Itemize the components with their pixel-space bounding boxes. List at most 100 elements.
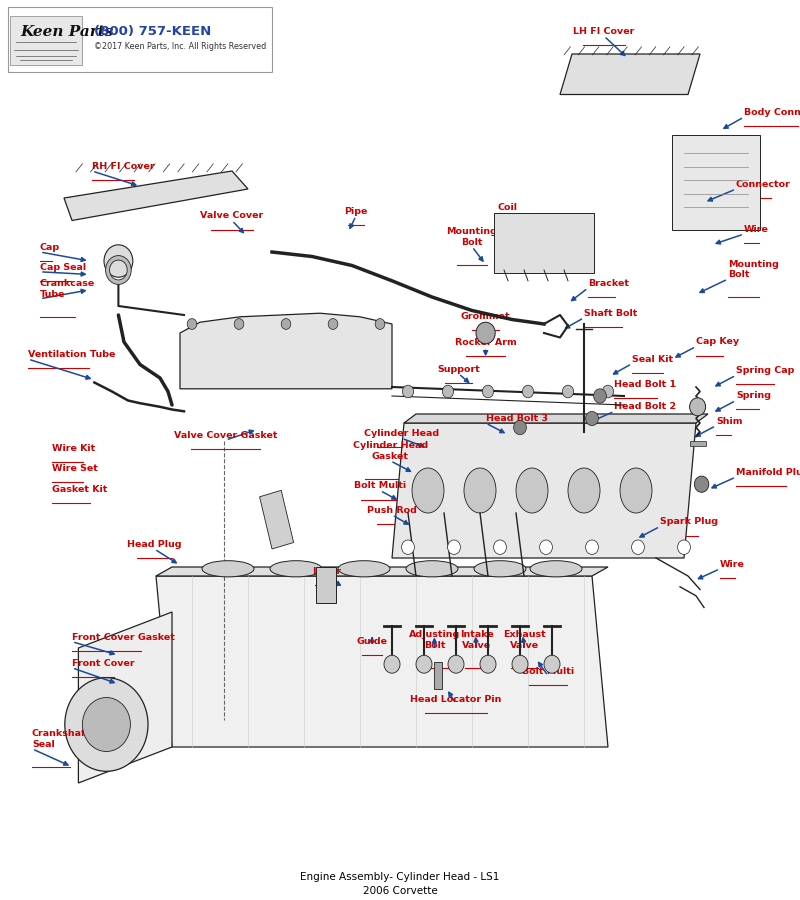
- Circle shape: [65, 678, 148, 771]
- Text: ©2017 Keen Parts, Inc. All Rights Reserved: ©2017 Keen Parts, Inc. All Rights Reserv…: [94, 42, 266, 51]
- Text: Bolt Multi: Bolt Multi: [522, 667, 574, 676]
- Circle shape: [82, 698, 130, 752]
- Ellipse shape: [412, 468, 444, 513]
- Bar: [434, 662, 442, 688]
- Text: Coil: Coil: [498, 202, 518, 211]
- Polygon shape: [560, 54, 700, 94]
- Text: RH FI Cover: RH FI Cover: [92, 162, 154, 171]
- Circle shape: [448, 655, 464, 673]
- Ellipse shape: [270, 561, 322, 577]
- Polygon shape: [64, 171, 248, 220]
- Ellipse shape: [568, 468, 600, 513]
- Text: Valve Cover Gasket: Valve Cover Gasket: [174, 431, 278, 440]
- Text: Adjusting
Bolt: Adjusting Bolt: [409, 630, 460, 650]
- Text: Valve Cover: Valve Cover: [200, 212, 264, 220]
- Polygon shape: [180, 313, 392, 389]
- Text: Head Locator Pin: Head Locator Pin: [410, 695, 502, 704]
- Text: Crankshaft
Seal: Crankshaft Seal: [32, 729, 90, 749]
- Text: Lifter: Lifter: [312, 567, 341, 576]
- Ellipse shape: [338, 561, 390, 577]
- Circle shape: [514, 420, 526, 435]
- Bar: [690, 441, 706, 446]
- Text: Crankcase
Tube: Crankcase Tube: [40, 279, 95, 299]
- Circle shape: [586, 540, 598, 554]
- Text: Cap Key: Cap Key: [696, 338, 739, 346]
- Ellipse shape: [406, 561, 458, 577]
- Circle shape: [494, 540, 506, 554]
- Text: Head Plug: Head Plug: [127, 540, 182, 549]
- Text: Exhaust
Valve: Exhaust Valve: [503, 630, 546, 650]
- Ellipse shape: [474, 561, 526, 577]
- Text: Shaft Bolt: Shaft Bolt: [584, 309, 638, 318]
- Text: Body Connector: Body Connector: [744, 108, 800, 117]
- Text: Bracket: Bracket: [588, 279, 629, 288]
- Circle shape: [282, 319, 291, 329]
- Text: Wire Set: Wire Set: [52, 464, 98, 473]
- Circle shape: [586, 411, 598, 426]
- Text: Intake
Valve: Intake Valve: [460, 630, 494, 650]
- Text: Wire Kit: Wire Kit: [52, 444, 95, 453]
- Circle shape: [442, 385, 454, 398]
- Text: Wire: Wire: [744, 225, 769, 234]
- Circle shape: [694, 476, 709, 492]
- Circle shape: [594, 389, 606, 403]
- Polygon shape: [78, 612, 172, 783]
- Circle shape: [416, 655, 432, 673]
- Circle shape: [480, 655, 496, 673]
- Text: Cap Seal: Cap Seal: [40, 263, 86, 272]
- Circle shape: [602, 385, 614, 398]
- Circle shape: [482, 385, 494, 398]
- Text: Cylinder Head
Gasket: Cylinder Head Gasket: [353, 441, 428, 461]
- Circle shape: [690, 398, 706, 416]
- Bar: [259, 491, 294, 549]
- Text: Cover Bolt: Cover Bolt: [264, 317, 320, 326]
- Text: Ventilation Tube: Ventilation Tube: [28, 350, 115, 359]
- Circle shape: [328, 319, 338, 329]
- Circle shape: [678, 540, 690, 554]
- Text: Head Bolt 2: Head Bolt 2: [614, 402, 677, 411]
- Circle shape: [402, 385, 414, 398]
- Text: Rocker Arm: Rocker Arm: [454, 338, 517, 347]
- Text: Engine Assembly- Cylinder Head - LS1
2006 Corvette: Engine Assembly- Cylinder Head - LS1 200…: [300, 872, 500, 896]
- Text: Wire: Wire: [720, 560, 745, 569]
- Text: Manifold Plug: Manifold Plug: [736, 468, 800, 477]
- Bar: [316, 567, 336, 603]
- Ellipse shape: [620, 468, 652, 513]
- Text: LH FI Cover: LH FI Cover: [574, 27, 634, 36]
- Text: Pipe: Pipe: [344, 207, 368, 216]
- Text: Spring: Spring: [736, 392, 771, 400]
- Polygon shape: [392, 423, 696, 558]
- Text: Head Bolt 1: Head Bolt 1: [614, 380, 677, 389]
- Text: Gasket Kit: Gasket Kit: [52, 485, 107, 494]
- Text: Front Cover Gasket: Front Cover Gasket: [72, 633, 175, 642]
- Ellipse shape: [530, 561, 582, 577]
- Circle shape: [104, 245, 133, 277]
- Text: Support: Support: [437, 364, 480, 373]
- Circle shape: [562, 385, 574, 398]
- Circle shape: [512, 655, 528, 673]
- Text: Spring Cap: Spring Cap: [736, 366, 794, 375]
- Circle shape: [539, 540, 553, 554]
- Text: Shim: Shim: [716, 417, 742, 426]
- Circle shape: [632, 540, 645, 554]
- Text: Seal Kit: Seal Kit: [632, 355, 673, 364]
- Circle shape: [476, 322, 495, 344]
- Text: Connector: Connector: [736, 180, 791, 189]
- FancyBboxPatch shape: [494, 213, 594, 273]
- FancyBboxPatch shape: [10, 16, 82, 65]
- Text: Bolt Multi: Bolt Multi: [354, 482, 406, 490]
- Text: (800) 757-KEEN: (800) 757-KEEN: [94, 25, 212, 38]
- Text: Keen Parts: Keen Parts: [20, 24, 114, 39]
- Circle shape: [448, 540, 461, 554]
- FancyBboxPatch shape: [8, 7, 272, 72]
- FancyBboxPatch shape: [672, 135, 760, 230]
- Ellipse shape: [464, 468, 496, 513]
- Text: Grommet: Grommet: [461, 312, 510, 321]
- Text: Mounting
Bolt: Mounting Bolt: [728, 259, 779, 279]
- Circle shape: [234, 319, 244, 329]
- Circle shape: [375, 319, 385, 329]
- Text: Head Bolt 3: Head Bolt 3: [486, 414, 547, 423]
- Circle shape: [402, 540, 414, 554]
- Ellipse shape: [202, 561, 254, 577]
- Polygon shape: [404, 414, 708, 423]
